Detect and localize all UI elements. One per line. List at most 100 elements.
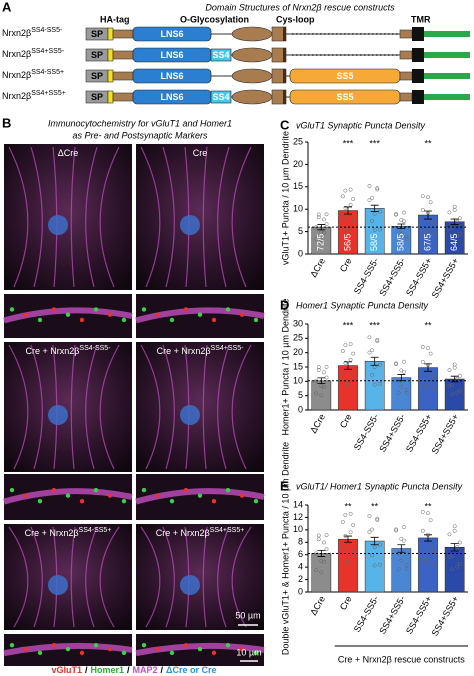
cys-mark [283, 27, 286, 41]
cell-dot [319, 384, 324, 389]
x-tick-label: SS4+SS5- [377, 594, 407, 636]
cell-dot [401, 359, 406, 364]
dendrite [8, 146, 29, 288]
panel-title: as Pre- and Postsynaptic Markers [72, 130, 208, 140]
cell-dot [426, 195, 430, 200]
cell-dot [321, 559, 326, 564]
puncta [65, 312, 71, 317]
cell-dot [319, 230, 324, 235]
image-label-variant: SS4+SS5+ [210, 527, 245, 534]
construct-name-base: Nrxn2β [2, 28, 31, 38]
construct-name-variant: SS4+SS5- [31, 48, 65, 55]
cys-mark [283, 48, 286, 62]
ha-tag [107, 69, 114, 83]
cell-dot [316, 533, 321, 538]
cell-dot [450, 553, 455, 558]
cys-mark [283, 69, 286, 83]
cell-dot [375, 186, 380, 191]
construct-name-variant: SS4-SS5- [31, 27, 63, 34]
puncta [141, 307, 147, 312]
cell-dot [452, 207, 457, 212]
panel-title: Immunocytochemistry for vGluT1 and Homer… [48, 118, 232, 128]
puncta [121, 498, 127, 504]
puncta [253, 498, 259, 504]
y-tick-label: 0 [298, 404, 303, 414]
puncta [65, 493, 71, 498]
cell-dot [324, 533, 329, 538]
puncta [51, 643, 57, 648]
y-tick-label: 6 [298, 549, 303, 559]
cyto-tail [424, 52, 470, 58]
cell-dot [348, 187, 353, 192]
puncta [183, 643, 189, 648]
legend-separator: / [127, 665, 130, 675]
puncta [23, 646, 29, 652]
construct-name: Nrxn2βSS4-SS5+ [2, 69, 64, 80]
domain-label: O-Glycosylation [180, 14, 249, 24]
cell-dot [394, 361, 399, 366]
cell-dot [457, 388, 462, 393]
cell-dot [404, 234, 409, 239]
x-tick-label: SS4+SS5- [377, 412, 407, 454]
legend-item: vGluT1 [51, 665, 82, 675]
puncta [23, 312, 29, 317]
micrograph [4, 524, 132, 630]
cell-dot [428, 372, 433, 377]
linker [112, 92, 134, 102]
error-bar [397, 223, 406, 229]
y-tick-label: 10 [293, 204, 303, 214]
cyto-tail [424, 31, 470, 37]
cell-dot [348, 530, 353, 535]
dendrite [202, 344, 208, 470]
cell-dot [455, 545, 460, 550]
cell-dot [375, 337, 380, 342]
cell-dot [452, 362, 457, 367]
dendrite [162, 146, 175, 288]
bar [311, 380, 332, 411]
scale-label: 50 µm [235, 610, 260, 620]
linker [112, 50, 134, 60]
cell-dot [428, 544, 433, 549]
domain-text: SS5 [336, 71, 353, 81]
puncta [155, 493, 161, 498]
puncta [225, 487, 231, 493]
cell-dot [316, 215, 321, 220]
legend-item: Homer1 [90, 665, 124, 675]
x-tick-label: SS4-SS5+ [404, 256, 434, 298]
tmr [412, 90, 424, 104]
error-bar [450, 218, 459, 225]
nucleus [180, 405, 200, 425]
cell-dot [324, 547, 329, 552]
cell-dot [346, 558, 350, 563]
nucleus [180, 575, 200, 595]
cell-dot [321, 385, 326, 389]
construct-name-variant: SS4+SS5+ [31, 90, 66, 97]
o-glyc-domain [231, 47, 273, 63]
puncta [9, 643, 15, 648]
cell-dot [343, 188, 348, 193]
cell-dot [321, 370, 326, 375]
puncta [93, 307, 99, 312]
cell-dot [340, 520, 345, 524]
domain-label: HA-tag [100, 14, 130, 24]
cell-dot [372, 545, 377, 550]
puncta [107, 312, 113, 317]
lns6-domain [132, 26, 212, 42]
y-axis-label: Homer1+ Puncta / 10 µm Dendrite [280, 299, 290, 436]
domain-text: SP [91, 50, 103, 60]
domain-text: SP [91, 71, 103, 81]
cell-dot [324, 212, 329, 217]
construct-name-base: Nrxn2β [2, 49, 31, 59]
puncta [239, 646, 245, 652]
cell-dot [394, 527, 399, 532]
puncta [121, 650, 127, 656]
y-tick-label: 12 [293, 512, 303, 522]
puncta [253, 650, 259, 656]
n-label: 67/5 [422, 233, 432, 251]
dendrite [162, 526, 175, 628]
image-label-base: Cre + Nrxn2β [25, 346, 79, 356]
cell-dot [396, 379, 401, 384]
cell-dot [450, 567, 455, 572]
cell-dot [450, 383, 455, 387]
puncta [51, 307, 57, 312]
